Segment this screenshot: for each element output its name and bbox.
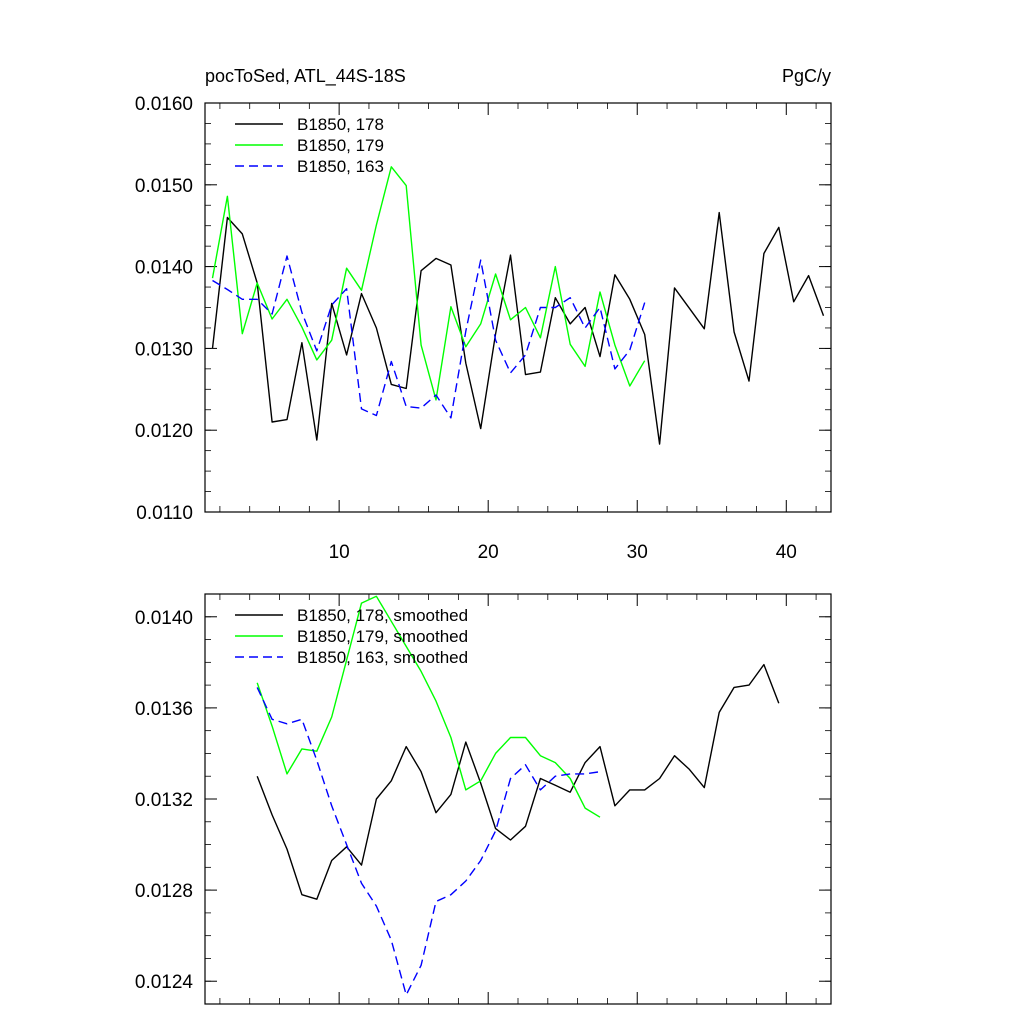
legend-label-2: B1850, 163, smoothed bbox=[297, 648, 468, 667]
y-axis-labels: 0.0110 0.0120 0.0130 0.0140 0.0150 0.0160 bbox=[135, 94, 193, 524]
series-line-2 bbox=[256, 687, 601, 996]
series-line-1 bbox=[256, 595, 601, 818]
chart-title: pocToSed, ATL_44S-18S bbox=[205, 66, 406, 87]
legend-label-2: B1850, 163 bbox=[297, 157, 384, 176]
units-label: PgC/y bbox=[782, 66, 831, 86]
y-tick-label: 0.0128 bbox=[135, 881, 193, 902]
series-line-0 bbox=[256, 663, 780, 900]
series-lines bbox=[211, 166, 825, 445]
axis-ticks bbox=[205, 102, 831, 513]
y-tick-label: 0.0130 bbox=[135, 339, 193, 360]
series-line-1 bbox=[211, 166, 646, 401]
x-tick-label: 40 bbox=[776, 542, 797, 563]
series-line-2 bbox=[212, 255, 646, 419]
y-axis-labels: 0.0124 0.0128 0.0132 0.0136 0.0140 bbox=[135, 608, 194, 993]
legend: B1850, 178 B1850, 179 B1850, 163 bbox=[235, 115, 384, 176]
y-tick-label: 0.0160 bbox=[135, 94, 193, 115]
bottom-panel: 0.0124 0.0128 0.0132 0.0136 0.0140 B1850, 17… bbox=[135, 593, 832, 1005]
y-tick-label: 0.0132 bbox=[135, 790, 193, 811]
x-axis-labels: 10 20 30 40 bbox=[329, 542, 797, 563]
y-tick-label: 0.0110 bbox=[136, 503, 193, 524]
legend-label-1: B1850, 179, smoothed bbox=[297, 627, 468, 646]
axis-ticks bbox=[205, 593, 831, 1005]
y-tick-label: 0.0124 bbox=[135, 972, 194, 993]
top-panel: pocToSed, ATL_44S-18S PgC/y 0.0110 0.0120… bbox=[135, 66, 832, 563]
legend: B1850, 178, smoothed B1850, 179, smoothed… bbox=[235, 606, 468, 667]
y-tick-label: 0.0140 bbox=[135, 608, 193, 629]
series-line-0 bbox=[211, 211, 825, 445]
y-tick-label: 0.0150 bbox=[135, 176, 193, 197]
y-tick-label: 0.0140 bbox=[135, 258, 193, 279]
x-tick-label: 30 bbox=[627, 542, 648, 563]
x-tick-label: 10 bbox=[329, 542, 350, 563]
legend-label-1: B1850, 179 bbox=[297, 136, 384, 155]
x-tick-label: 20 bbox=[478, 542, 499, 563]
y-tick-label: 0.0120 bbox=[135, 421, 193, 442]
y-tick-label: 0.0136 bbox=[135, 699, 193, 720]
legend-label-0: B1850, 178, smoothed bbox=[297, 606, 468, 625]
series-lines bbox=[256, 595, 780, 996]
legend-label-0: B1850, 178 bbox=[297, 115, 384, 134]
